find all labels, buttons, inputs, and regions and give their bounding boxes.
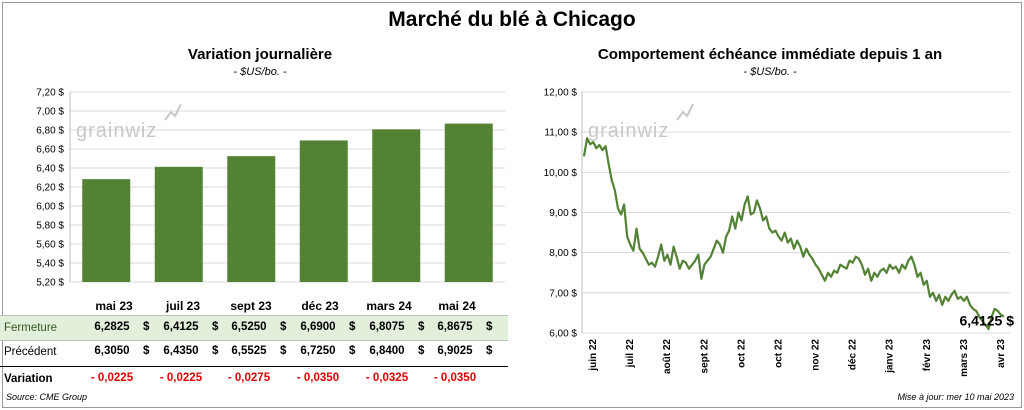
table-header-row: mai 23 juil 23 sept 23 déc 23 mars 24 mai 24 <box>0 294 508 318</box>
x-tick-label: sept 22 <box>699 339 710 374</box>
y-tick-label: 8,00 $ <box>549 248 577 259</box>
table-cell: 6,6900 <box>300 321 336 333</box>
column-header: sept 23 <box>230 299 272 313</box>
row-label: Précédent <box>4 346 57 358</box>
x-tick-label: nov 22 <box>811 339 822 371</box>
y-tick-label: 5,60 $ <box>36 240 64 251</box>
y-tick-label: 5,20 $ <box>36 278 64 289</box>
price-line <box>582 137 1005 331</box>
column-header: déc 23 <box>301 299 339 313</box>
y-tick-label: 6,80 $ <box>36 126 64 137</box>
variation-row: Variation - 0,0225 - 0,0225 - 0,0275 - 0,035… <box>0 366 508 391</box>
table-cell: - 0,0225 <box>159 372 203 384</box>
bar <box>227 156 276 282</box>
table-cell: 6,8400 <box>369 345 405 357</box>
column-header: mai 23 <box>95 299 133 313</box>
y-tick-label: 9,00 $ <box>549 208 577 219</box>
table-cell: 6,5525 <box>231 345 267 357</box>
table-cell: - 0,0350 <box>296 372 340 384</box>
y-tick-label: 6,00 $ <box>36 202 64 213</box>
table-cell: 6,2825 <box>94 321 130 333</box>
last-value-label: 6,4125 $ <box>960 313 1015 329</box>
table-cell: 6,8675 <box>437 321 473 333</box>
y-tick-label: 6,60 $ <box>36 145 64 156</box>
currency-symbol: $ <box>418 345 425 357</box>
x-tick-label: août 22 <box>662 339 673 374</box>
column-header: mai 24 <box>438 299 476 313</box>
updated-note: Mise à jour: mer 10 mai 2023 <box>897 392 1014 402</box>
closing-row: Fermeture 6,2825 $6,4125 $6,5250 $6,6900 $6,8… <box>0 315 508 341</box>
table-cell: 6,7250 <box>300 345 336 357</box>
x-tick-label: avr 23 <box>996 339 1007 368</box>
right-chart-unit: - $US/bo. - <box>743 66 797 78</box>
table-cell: - 0,0325 <box>365 372 409 384</box>
y-tick-label: 6,20 $ <box>36 183 64 194</box>
y-tick-label: 12,00 $ <box>544 88 578 99</box>
currency-symbol: $ <box>280 321 287 333</box>
y-tick-label: 11,00 $ <box>544 128 577 139</box>
bar <box>299 140 348 282</box>
previous-row: Précédent 6,3050 $6,4350 $6,5525 $6,7250 $6,8… <box>0 340 508 364</box>
table-cell: 6,4350 <box>163 345 199 357</box>
table-cell: 6,5250 <box>231 321 267 333</box>
currency-symbol: $ <box>418 321 425 333</box>
currency-symbol: $ <box>280 345 287 357</box>
bar-chart: 5,20 $ 5,40 $ 5,60 $ 5,80 $ 6,00 $ 6,20 $ 6,40… <box>36 88 505 289</box>
watermark-arrow-icon <box>164 103 182 121</box>
source-note: Source: CME Group <box>6 392 88 402</box>
bar <box>444 123 493 283</box>
currency-symbol: $ <box>486 321 493 333</box>
column-header: mars 24 <box>366 299 412 313</box>
watermark-text: grainwiz <box>76 120 158 142</box>
table-cell: - 0,0275 <box>227 372 271 384</box>
x-tick-label: févr 23 <box>922 339 933 372</box>
currency-symbol: $ <box>486 345 493 357</box>
column-header: juil 23 <box>165 299 200 313</box>
currency-symbol: $ <box>212 321 219 333</box>
x-tick-label: déc 22 <box>848 339 859 371</box>
watermark-left: grainwiz <box>76 103 182 143</box>
currency-symbol: $ <box>143 321 150 333</box>
y-tick-label: 6,00 $ <box>549 329 577 340</box>
x-tick-label: oct 22 <box>773 339 784 368</box>
y-tick-label: 5,80 $ <box>36 221 64 232</box>
x-tick-label: juil 22 <box>625 339 636 369</box>
x-tick-label: juin 22 <box>588 339 599 372</box>
y-tick-label: 10,00 $ <box>544 168 578 179</box>
row-label: Variation <box>4 373 53 385</box>
currency-symbol: $ <box>349 321 356 333</box>
x-tick-label: mars 23 <box>959 339 970 377</box>
y-tick-label: 7,00 $ <box>36 107 64 118</box>
left-chart-title: Variation journalière <box>187 46 333 63</box>
y-tick-label: 7,20 $ <box>36 88 64 99</box>
table-cell: 6,4125 <box>163 321 199 333</box>
bar <box>82 179 131 282</box>
watermark-text: grainwiz <box>588 120 670 142</box>
currency-symbol: $ <box>143 345 150 357</box>
y-tick-label: 5,40 $ <box>36 259 64 270</box>
bar <box>154 166 203 282</box>
x-tick-label: janv 23 <box>885 339 896 374</box>
page-title: Marché du blé à Chicago <box>388 8 636 31</box>
table-cell: - 0,0225 <box>90 372 134 384</box>
watermark-right: grainwiz <box>588 103 694 143</box>
watermark-arrow-icon <box>676 103 694 121</box>
currency-symbol: $ <box>349 345 356 357</box>
table-cell: 6,8075 <box>369 321 405 333</box>
x-tick-label: oct 22 <box>736 339 747 368</box>
y-tick-label: 7,00 $ <box>549 288 577 299</box>
bar <box>372 129 421 282</box>
right-chart-title: Comportement échéance immédiate depuis 1… <box>597 46 943 63</box>
row-label: Fermeture <box>4 322 58 334</box>
y-tick-label: 6,40 $ <box>36 164 64 175</box>
currency-symbol: $ <box>212 345 219 357</box>
line-chart: 6,00 $ 7,00 $ 8,00 $ 9,00 $ 10,00 $ 11,00 $ 12… <box>544 88 1015 377</box>
table-cell: 6,9025 <box>437 345 473 357</box>
table-cell: - 0,0350 <box>433 372 477 384</box>
table-cell: 6,3050 <box>94 345 130 357</box>
left-chart-unit: - $US/bo. - <box>233 66 287 78</box>
